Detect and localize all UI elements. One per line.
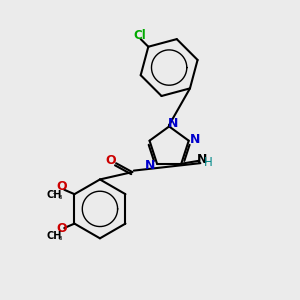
Text: N: N bbox=[146, 159, 156, 172]
Text: H: H bbox=[204, 156, 213, 169]
Text: O: O bbox=[105, 154, 116, 167]
Text: CH: CH bbox=[46, 231, 62, 241]
Text: N: N bbox=[197, 153, 207, 166]
Text: Cl: Cl bbox=[133, 29, 146, 42]
Text: methoxy: methoxy bbox=[53, 193, 59, 194]
Text: CH: CH bbox=[46, 190, 62, 200]
Text: N: N bbox=[167, 117, 178, 130]
Text: ₃: ₃ bbox=[58, 233, 62, 242]
Text: O: O bbox=[56, 221, 67, 235]
Text: O: O bbox=[56, 180, 67, 193]
Text: N: N bbox=[189, 133, 200, 146]
Text: ₃: ₃ bbox=[58, 192, 62, 201]
